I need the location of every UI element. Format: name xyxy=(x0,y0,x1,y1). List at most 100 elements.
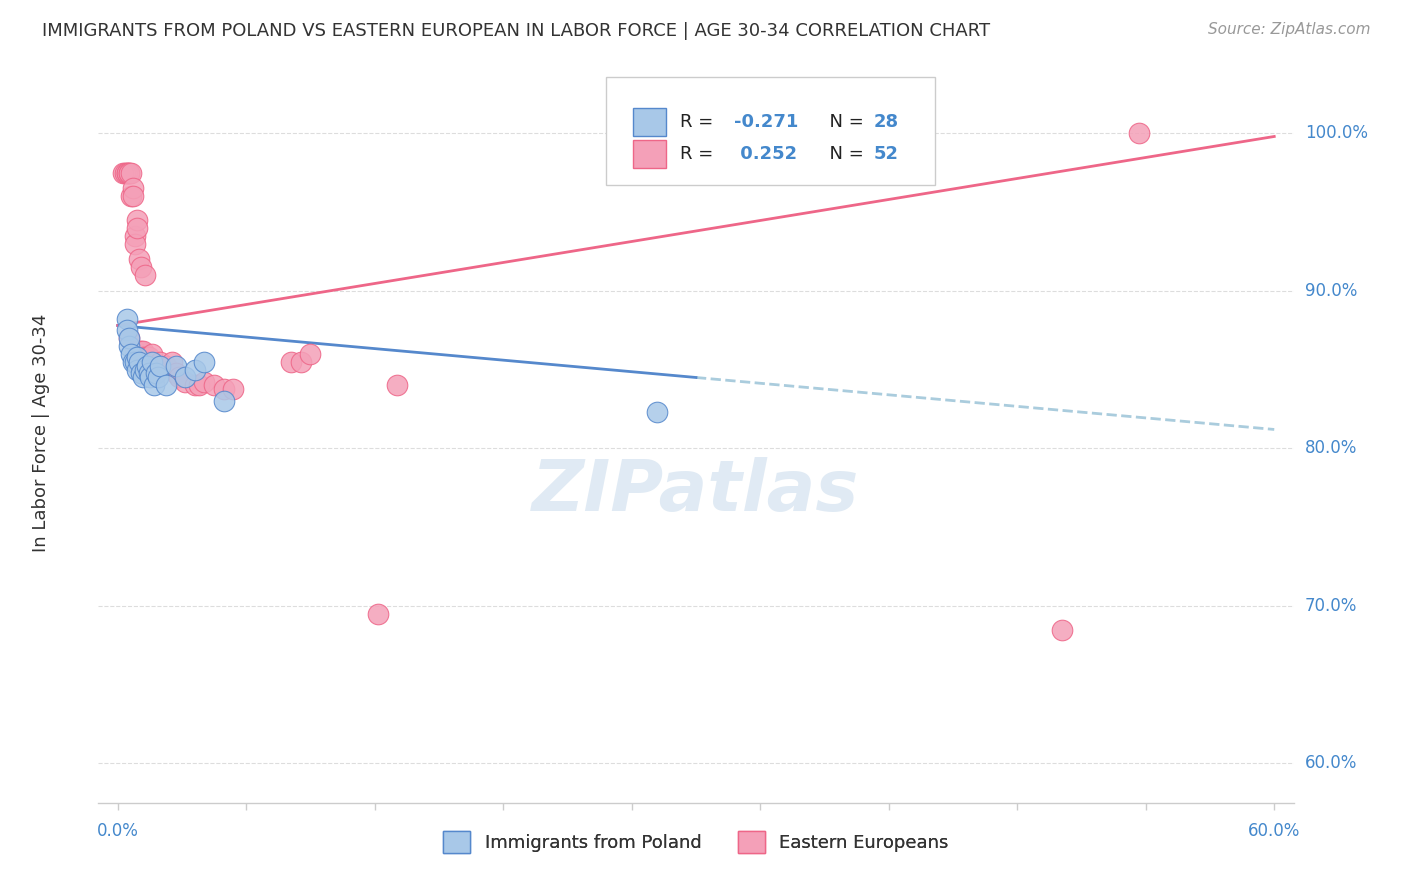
Point xyxy=(155,378,177,392)
Point xyxy=(212,394,235,409)
Point xyxy=(114,166,136,180)
Point xyxy=(129,366,152,380)
Text: N =: N = xyxy=(818,145,869,163)
Point xyxy=(117,323,139,337)
Point xyxy=(222,382,245,396)
Point xyxy=(125,220,148,235)
Text: 90.0%: 90.0% xyxy=(1305,282,1357,300)
Text: 100.0%: 100.0% xyxy=(1305,124,1368,143)
Point xyxy=(118,331,141,345)
Point xyxy=(1128,126,1150,140)
Point xyxy=(124,355,146,369)
Text: R =: R = xyxy=(681,112,720,130)
Point xyxy=(129,351,152,366)
Point xyxy=(122,189,145,203)
Point xyxy=(169,370,191,384)
Point xyxy=(280,355,302,369)
Point xyxy=(141,355,163,369)
Point xyxy=(160,355,183,369)
Point xyxy=(132,350,155,364)
Point xyxy=(155,359,177,374)
Point xyxy=(187,378,209,392)
Point xyxy=(118,339,141,353)
Point xyxy=(125,355,148,369)
Text: 28: 28 xyxy=(875,112,900,130)
Point xyxy=(184,378,207,392)
Legend: Immigrants from Poland, Eastern Europeans: Immigrants from Poland, Eastern European… xyxy=(436,824,956,861)
Point xyxy=(141,347,163,361)
Point xyxy=(125,350,148,364)
Text: N =: N = xyxy=(818,112,869,130)
Point xyxy=(128,343,150,358)
Point xyxy=(117,166,139,180)
Point xyxy=(129,260,152,275)
Point xyxy=(143,362,166,376)
Point xyxy=(135,359,157,374)
Text: 0.0%: 0.0% xyxy=(97,822,139,839)
Point xyxy=(202,378,225,392)
Text: 0.252: 0.252 xyxy=(734,145,797,163)
Point xyxy=(117,166,139,180)
Point xyxy=(212,382,235,396)
Point xyxy=(149,355,172,369)
Point xyxy=(118,166,141,180)
Point xyxy=(165,359,187,374)
Point xyxy=(367,607,389,621)
Text: 60.0%: 60.0% xyxy=(1249,822,1301,839)
Point xyxy=(132,370,155,384)
Point xyxy=(124,228,146,243)
Point xyxy=(125,362,148,376)
Point xyxy=(122,181,145,195)
Point xyxy=(174,375,197,389)
Point xyxy=(299,347,322,361)
FancyBboxPatch shape xyxy=(606,78,935,185)
Point xyxy=(193,375,215,389)
Point xyxy=(132,343,155,358)
Point xyxy=(120,189,142,203)
Text: 80.0%: 80.0% xyxy=(1305,440,1357,458)
Point xyxy=(290,355,312,369)
Text: In Labor Force | Age 30-34: In Labor Force | Age 30-34 xyxy=(32,313,51,552)
Text: -0.271: -0.271 xyxy=(734,112,799,130)
Point xyxy=(118,331,141,345)
Point xyxy=(138,366,160,380)
Point xyxy=(174,370,197,384)
Point xyxy=(143,378,166,392)
Point xyxy=(120,166,142,180)
Point xyxy=(118,166,141,180)
Text: ZIPatlas: ZIPatlas xyxy=(533,458,859,526)
Point xyxy=(120,347,142,361)
Text: R =: R = xyxy=(681,145,720,163)
Point xyxy=(122,355,145,369)
Point xyxy=(135,350,157,364)
Point xyxy=(148,370,170,384)
Point xyxy=(184,362,207,376)
Point xyxy=(134,362,156,376)
Point xyxy=(139,370,162,384)
Point xyxy=(124,343,146,358)
Point xyxy=(141,355,163,369)
Point xyxy=(139,355,162,369)
Point xyxy=(135,359,157,374)
Point xyxy=(112,166,135,180)
FancyBboxPatch shape xyxy=(633,140,666,168)
Point xyxy=(149,359,172,374)
Point xyxy=(385,378,409,392)
Text: Source: ZipAtlas.com: Source: ZipAtlas.com xyxy=(1208,22,1371,37)
Point xyxy=(145,366,167,380)
Point xyxy=(128,252,150,267)
Point xyxy=(193,355,215,369)
FancyBboxPatch shape xyxy=(633,108,666,136)
Point xyxy=(145,366,167,380)
Point xyxy=(647,405,669,419)
Point xyxy=(125,213,148,227)
Point xyxy=(138,350,160,364)
Point xyxy=(124,236,146,251)
Point xyxy=(1050,623,1073,637)
Text: 60.0%: 60.0% xyxy=(1305,755,1357,772)
Point xyxy=(165,366,187,380)
Point xyxy=(134,268,156,282)
Point xyxy=(129,343,152,358)
Point xyxy=(117,312,139,326)
Point xyxy=(128,355,150,369)
